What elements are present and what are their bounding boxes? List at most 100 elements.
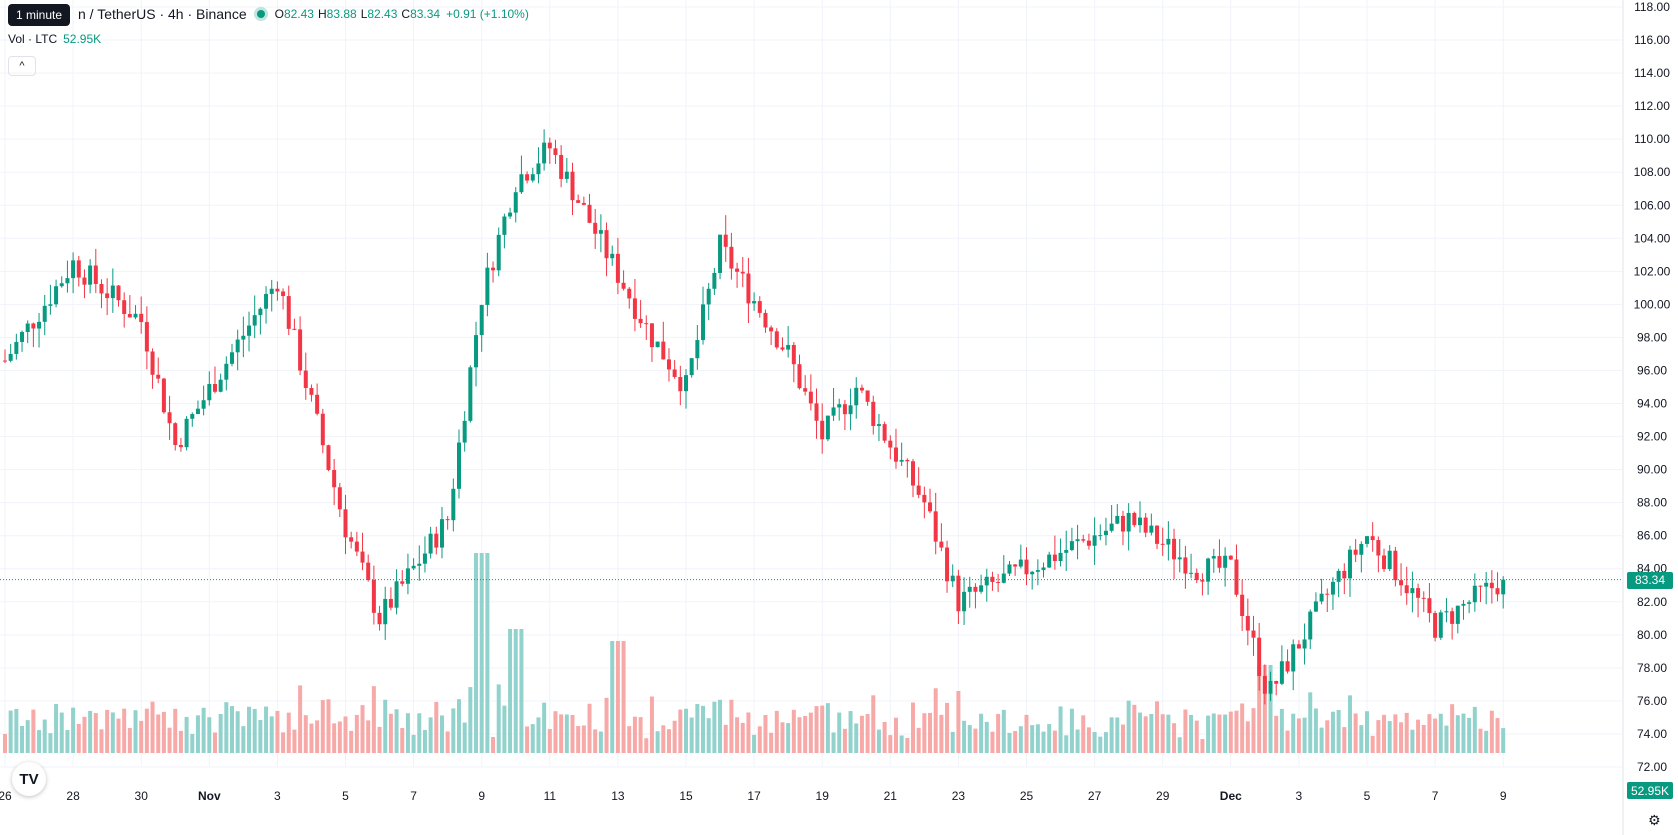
candle-body (496, 234, 501, 271)
volume-bar (1069, 708, 1074, 753)
volume-bar (1404, 712, 1409, 753)
volume-bar (235, 711, 240, 753)
candle-body (156, 374, 161, 379)
volume-bar (8, 710, 13, 753)
volume-bar (1387, 721, 1392, 753)
volume-bar (593, 729, 598, 753)
candle-body (842, 404, 847, 415)
candle-body (638, 318, 643, 324)
candle-body (1382, 555, 1387, 570)
volume-bar (905, 737, 910, 753)
volume-bar (1223, 714, 1228, 753)
candle-body (394, 581, 399, 608)
volume-bar (303, 715, 308, 753)
close-value: 83.34 (410, 7, 441, 21)
volume-bar (457, 699, 461, 753)
volume-bar (1285, 730, 1290, 753)
volume-bar (76, 723, 81, 753)
candle-body (230, 352, 234, 364)
volume-bar (604, 697, 609, 753)
candle-body (854, 387, 859, 406)
candle-body (1501, 579, 1506, 595)
volume-bar (207, 717, 212, 753)
volume-bar (54, 704, 59, 753)
candle-body (950, 575, 955, 582)
symbol-title[interactable]: n / TetherUS · 4h · Binance (78, 6, 247, 22)
price-tick-label: 112.00 (1634, 99, 1670, 113)
candle-body (649, 323, 654, 348)
volume-bar (559, 714, 564, 753)
candle-body (803, 388, 808, 392)
candle-body (933, 511, 938, 542)
volume-bar (25, 720, 30, 753)
volume-bar (882, 721, 887, 753)
volume-bar (343, 716, 348, 753)
price-tick-label: 100.00 (1634, 297, 1671, 311)
candle-body (434, 533, 439, 548)
candle-body (911, 461, 915, 486)
candle-body (383, 598, 388, 625)
candle-body (876, 424, 881, 426)
candle-body (1149, 525, 1154, 533)
volume-bar (1376, 720, 1381, 753)
market-status-icon (256, 10, 265, 18)
candle-body (99, 283, 104, 294)
candle-body (422, 553, 427, 564)
candle-body (888, 440, 893, 448)
volume-bar (1001, 709, 1006, 753)
candle-body (791, 344, 796, 365)
candle-body (417, 563, 422, 566)
volume-bar (1120, 724, 1125, 753)
volume-bar (139, 720, 144, 753)
volume-bar (1086, 727, 1091, 753)
price-tick-label: 108.00 (1634, 165, 1671, 179)
volume-bar (615, 641, 620, 753)
settings-gear-icon[interactable]: ⚙ (1648, 812, 1661, 828)
candle-body (337, 487, 342, 510)
candle-body (1194, 572, 1199, 581)
candle-body (65, 278, 70, 284)
volume-bar (315, 720, 320, 753)
candle-body (553, 148, 558, 155)
volume-bar (814, 706, 819, 753)
volume-bar (354, 714, 359, 753)
candle-body (1302, 639, 1307, 649)
tradingview-logo[interactable]: TV (12, 762, 46, 796)
volume-bar (564, 714, 569, 753)
candle-body (740, 271, 745, 274)
candle-body (752, 301, 757, 304)
candle-body (519, 174, 524, 193)
candle-body (190, 414, 195, 419)
candle-body (967, 586, 972, 592)
candle-body (1433, 613, 1438, 638)
candle-body (848, 405, 853, 415)
candle-body (269, 288, 274, 294)
price-tick-label: 94.00 (1637, 397, 1667, 411)
volume-bar (144, 708, 149, 753)
candle-body (264, 293, 269, 309)
price-tick-label: 114.00 (1634, 66, 1670, 80)
volume-bar (1251, 708, 1256, 753)
volume-bar (258, 720, 263, 753)
price-axis: 118.00 116.00 114.00 112.00 110.00 108.00 106.… (1634, 0, 1671, 774)
volume-bar (1018, 726, 1023, 753)
time-tick-label: 13 (611, 789, 625, 803)
volume-bar (1092, 731, 1097, 753)
candle-body (1285, 661, 1290, 672)
volume-bar (570, 715, 575, 753)
candle-body (474, 335, 479, 368)
volume-bar (1075, 729, 1080, 753)
candle-body (666, 359, 671, 370)
candle-body (899, 459, 904, 462)
volume-bar (42, 719, 47, 753)
candle-body (139, 313, 144, 323)
volume-bar (950, 731, 955, 753)
price-tick-label: 90.00 (1637, 463, 1667, 477)
candle-body (451, 488, 456, 521)
candle-body (485, 267, 490, 305)
candle-body (150, 351, 155, 375)
candle-body (701, 304, 706, 341)
volume-bar (672, 720, 677, 753)
collapse-legend-button[interactable]: ^ (8, 56, 36, 76)
